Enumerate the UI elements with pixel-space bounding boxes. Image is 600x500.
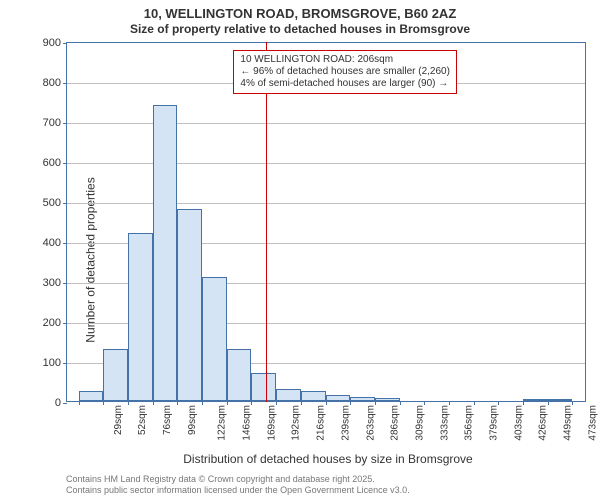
- gridline-h: [67, 123, 585, 124]
- ytick-label: 400: [43, 237, 61, 249]
- xtick-mark: [153, 401, 154, 405]
- xtick-label: 146sqm: [242, 405, 253, 441]
- xtick-mark: [449, 401, 450, 405]
- xtick-mark: [326, 401, 327, 405]
- xtick-mark: [523, 401, 524, 405]
- gridline-h: [67, 163, 585, 164]
- ytick-mark: [63, 123, 67, 124]
- xtick-label: 52sqm: [137, 405, 148, 435]
- xtick-label: 122sqm: [216, 405, 227, 441]
- x-axis-label: Distribution of detached houses by size …: [66, 452, 590, 466]
- plot-area: 010020030040050060070080090029sqm52sqm76…: [66, 42, 586, 402]
- xtick-label: 473sqm: [587, 405, 598, 441]
- histogram-bar: [375, 398, 400, 401]
- xtick-label: 286sqm: [390, 405, 401, 441]
- annotation-line: ← 96% of detached houses are smaller (2,…: [240, 66, 450, 78]
- credits: Contains HM Land Registry data © Crown c…: [66, 474, 590, 496]
- annotation-line: 4% of semi-detached houses are larger (9…: [240, 78, 450, 90]
- histogram-bar: [227, 349, 251, 401]
- xtick-label: 333sqm: [440, 405, 451, 441]
- histogram-bar: [177, 209, 202, 401]
- ytick-mark: [63, 243, 67, 244]
- xtick-mark: [498, 401, 499, 405]
- ytick-mark: [63, 363, 67, 364]
- xtick-mark: [177, 401, 178, 405]
- histogram-bar: [301, 391, 326, 401]
- xtick-label: 309sqm: [414, 405, 425, 441]
- xtick-mark: [276, 401, 277, 405]
- ytick-label: 900: [43, 37, 61, 49]
- histogram-bar: [276, 389, 300, 401]
- credits-line-2: Contains public sector information licen…: [66, 485, 590, 496]
- ytick-label: 700: [43, 117, 61, 129]
- xtick-mark: [375, 401, 376, 405]
- ytick-mark: [63, 323, 67, 324]
- xtick-mark: [227, 401, 228, 405]
- xtick-mark: [474, 401, 475, 405]
- xtick-label: 29sqm: [113, 405, 124, 435]
- xtick-label: 169sqm: [266, 405, 277, 441]
- xtick-label: 99sqm: [187, 405, 198, 435]
- ytick-label: 100: [43, 357, 61, 369]
- xtick-label: 449sqm: [562, 405, 573, 441]
- xtick-label: 76sqm: [162, 405, 173, 435]
- ytick-label: 200: [43, 317, 61, 329]
- histogram-bar: [251, 373, 276, 401]
- histogram-bar: [128, 233, 152, 401]
- xtick-mark: [128, 401, 129, 405]
- xtick-label: 356sqm: [464, 405, 475, 441]
- xtick-mark: [548, 401, 549, 405]
- xtick-mark: [400, 401, 401, 405]
- xtick-mark: [202, 401, 203, 405]
- ytick-mark: [63, 163, 67, 164]
- xtick-mark: [103, 401, 104, 405]
- xtick-label: 216sqm: [316, 405, 327, 441]
- xtick-label: 426sqm: [538, 405, 549, 441]
- ytick-label: 0: [55, 397, 61, 409]
- xtick-label: 403sqm: [513, 405, 524, 441]
- ytick-label: 600: [43, 157, 61, 169]
- ytick-mark: [63, 203, 67, 204]
- ytick-label: 500: [43, 197, 61, 209]
- xtick-mark: [301, 401, 302, 405]
- marker-line: [266, 42, 267, 402]
- ytick-mark: [63, 403, 67, 404]
- xtick-mark: [79, 401, 80, 405]
- xtick-label: 263sqm: [366, 405, 377, 441]
- xtick-label: 239sqm: [340, 405, 351, 441]
- histogram-bar: [350, 397, 374, 401]
- xtick-mark: [350, 401, 351, 405]
- chart-subtitle: Size of property relative to detached ho…: [0, 22, 600, 36]
- histogram-bar: [103, 349, 128, 401]
- annotation-line: 10 WELLINGTON ROAD: 206sqm: [240, 54, 450, 66]
- chart-title: 10, WELLINGTON ROAD, BROMSGROVE, B60 2AZ: [0, 6, 600, 21]
- histogram-bar: [202, 277, 226, 401]
- histogram-bar: [153, 105, 177, 401]
- histogram-bar: [523, 399, 548, 401]
- histogram-bar: [79, 391, 103, 401]
- xtick-mark: [572, 401, 573, 405]
- xtick-mark: [424, 401, 425, 405]
- histogram-bar: [548, 399, 572, 401]
- histogram-bar: [326, 395, 350, 401]
- ytick-mark: [63, 283, 67, 284]
- xtick-label: 192sqm: [290, 405, 301, 441]
- credits-line-1: Contains HM Land Registry data © Crown c…: [66, 474, 590, 485]
- ytick-label: 800: [43, 77, 61, 89]
- ytick-label: 300: [43, 277, 61, 289]
- xtick-mark: [251, 401, 252, 405]
- gridline-h: [67, 203, 585, 204]
- ytick-mark: [63, 83, 67, 84]
- ytick-mark: [63, 43, 67, 44]
- xtick-label: 379sqm: [488, 405, 499, 441]
- annotation-box: 10 WELLINGTON ROAD: 206sqm← 96% of detac…: [233, 50, 457, 94]
- chart-container: 10, WELLINGTON ROAD, BROMSGROVE, B60 2AZ…: [0, 0, 600, 500]
